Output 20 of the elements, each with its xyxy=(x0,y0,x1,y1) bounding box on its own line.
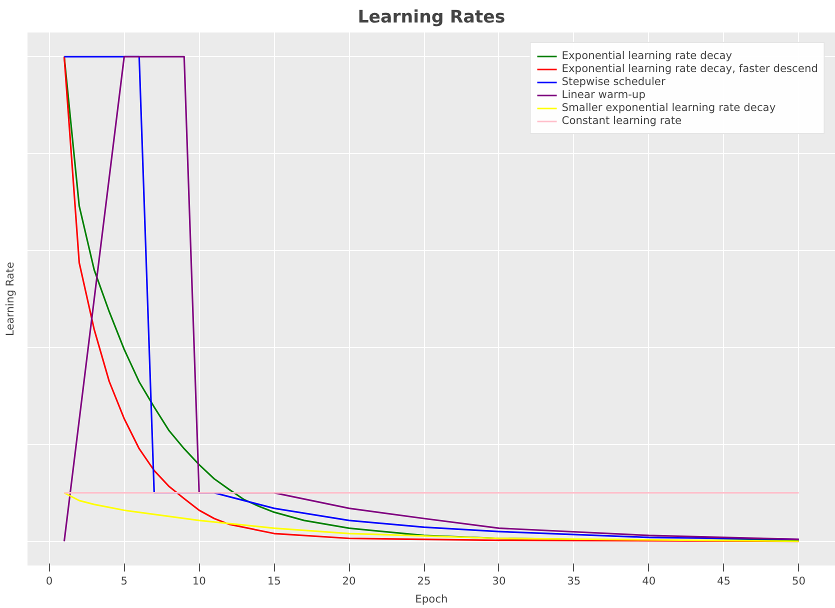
x-axis-title: Epoch xyxy=(415,592,448,606)
x-tick-label: 15 xyxy=(267,574,281,588)
legend-label: Linear warm-up xyxy=(562,88,646,101)
x-tick-label: 25 xyxy=(417,574,431,588)
y-axis-title: Learning Rate xyxy=(4,262,16,336)
x-tick-label: 45 xyxy=(717,574,731,588)
legend-label: Exponential learning rate decay, faster descend xyxy=(562,62,818,75)
legend-label: Smaller exponential learning rate decay xyxy=(562,101,776,114)
x-tick-label: 50 xyxy=(792,574,806,588)
x-tick-label: 35 xyxy=(567,574,581,588)
legend-label: Exponential learning rate decay xyxy=(562,49,732,62)
x-tick-label: 20 xyxy=(342,574,356,588)
chart-title: Learning Rates xyxy=(358,8,506,28)
x-tick-label: 40 xyxy=(642,574,656,588)
x-tick-label: 10 xyxy=(192,574,206,588)
legend-label: Constant learning rate xyxy=(562,114,682,127)
x-tick-label: 30 xyxy=(492,574,506,588)
x-tick-label: 5 xyxy=(120,574,128,588)
x-tick-label: 0 xyxy=(46,574,53,588)
legend-label: Stepwise scheduler xyxy=(562,75,666,88)
